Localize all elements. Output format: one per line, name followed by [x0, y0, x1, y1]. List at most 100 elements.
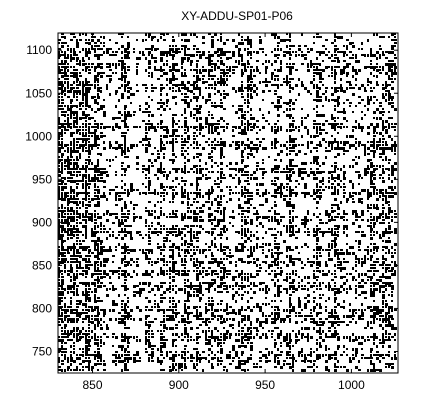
heatmap-cell — [67, 96, 70, 98]
heatmap-cell — [283, 168, 285, 170]
heatmap-cell — [322, 273, 325, 276]
heatmap-cell — [385, 216, 388, 219]
heatmap-cell — [76, 63, 79, 65]
heatmap-cell — [70, 150, 73, 153]
heatmap-cell — [280, 261, 282, 263]
heatmap-cell — [307, 114, 309, 117]
heatmap-cell — [256, 120, 259, 122]
heatmap-cell — [238, 294, 240, 296]
heatmap-cell — [259, 321, 262, 324]
heatmap-cell — [172, 75, 175, 78]
heatmap-cell — [364, 189, 366, 192]
heatmap-cell — [286, 147, 288, 150]
heatmap-cell — [109, 66, 111, 68]
heatmap-cell — [373, 273, 375, 276]
heatmap-cell — [214, 225, 217, 227]
heatmap-cell — [391, 171, 394, 174]
heatmap-cell — [211, 165, 213, 168]
heatmap-cell — [337, 36, 340, 39]
heatmap-cell — [214, 288, 216, 291]
heatmap-cell — [154, 66, 156, 69]
heatmap-cell — [355, 57, 357, 59]
heatmap-cell — [376, 51, 379, 54]
heatmap-cell — [238, 177, 240, 180]
heatmap-cell — [337, 177, 340, 180]
heatmap-cell — [100, 177, 103, 179]
heatmap-cell — [304, 288, 306, 290]
heatmap-cell — [97, 123, 99, 126]
heatmap-cell — [331, 144, 333, 147]
heatmap-cell — [367, 171, 369, 174]
heatmap-cell — [127, 213, 130, 215]
heatmap-cell — [214, 243, 216, 246]
heatmap-cell — [379, 174, 382, 176]
heatmap-cell — [196, 186, 198, 189]
heatmap-cell — [70, 159, 72, 161]
heatmap-cell — [103, 270, 106, 273]
heatmap-cell — [67, 306, 70, 308]
heatmap-cell — [82, 258, 85, 261]
heatmap-cell — [82, 111, 85, 114]
heatmap-cell — [187, 252, 190, 254]
heatmap-cell — [349, 105, 351, 107]
heatmap-cell — [322, 129, 325, 131]
heatmap-cell — [223, 81, 226, 84]
heatmap-cell — [289, 198, 291, 200]
heatmap-cell — [313, 306, 316, 309]
heatmap-cell — [232, 105, 234, 107]
heatmap-cell — [103, 315, 105, 317]
heatmap-cell — [184, 279, 186, 281]
heatmap-cell — [130, 186, 133, 189]
heatmap-cell — [148, 237, 151, 239]
heatmap-cell — [313, 66, 315, 68]
heatmap-cell — [70, 213, 72, 215]
heatmap-cell — [76, 186, 78, 189]
heatmap-cell — [124, 90, 126, 92]
heatmap-cell — [292, 288, 295, 290]
heatmap-cell — [241, 213, 244, 215]
heatmap-cell — [220, 231, 222, 234]
heatmap-cell — [349, 195, 352, 198]
heatmap-cell — [184, 171, 186, 174]
heatmap-cell — [247, 147, 250, 149]
heatmap-cell — [76, 291, 78, 294]
heatmap-cell — [262, 174, 264, 176]
heatmap-cell — [226, 270, 229, 272]
heatmap-cell — [388, 159, 391, 161]
heatmap-cell — [169, 315, 172, 318]
heatmap-cell — [250, 69, 252, 72]
heatmap-cell — [241, 261, 244, 263]
heatmap-cell — [235, 192, 237, 194]
heatmap-cell — [130, 102, 132, 104]
heatmap-cell — [160, 102, 163, 104]
heatmap-cell — [196, 270, 198, 272]
heatmap-cell — [301, 51, 303, 53]
heatmap-cell — [76, 120, 78, 123]
heatmap-cell — [202, 249, 205, 252]
heatmap-cell — [199, 264, 201, 267]
heatmap-cell — [268, 60, 270, 63]
heatmap-cell — [136, 57, 139, 60]
heatmap-cell — [385, 81, 387, 84]
heatmap-cell — [289, 153, 291, 155]
heatmap-cell — [376, 84, 379, 86]
heatmap-cell — [181, 93, 183, 95]
heatmap-cell — [211, 315, 214, 317]
heatmap-cell — [265, 315, 267, 317]
heatmap-cell — [73, 48, 75, 51]
heatmap-cell — [256, 168, 258, 171]
heatmap-cell — [106, 198, 108, 201]
heatmap-cell — [271, 102, 274, 104]
heatmap-cell — [70, 309, 73, 312]
heatmap-cell — [103, 261, 106, 263]
heatmap-cell — [247, 84, 250, 87]
heatmap-cell — [211, 114, 213, 116]
heatmap-cell — [82, 87, 84, 90]
heatmap-cell — [283, 78, 285, 80]
heatmap-cell — [373, 321, 375, 324]
heatmap-cell — [304, 219, 307, 222]
heatmap-cell — [145, 57, 147, 60]
heatmap-cell — [157, 48, 159, 50]
heatmap-cell — [88, 39, 90, 41]
heatmap-cell — [196, 192, 199, 195]
